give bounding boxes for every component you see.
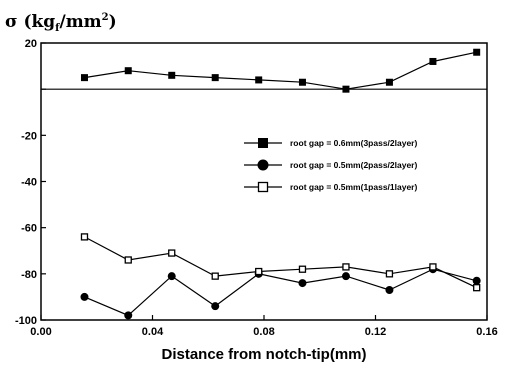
series-3-point: [342, 263, 350, 271]
series-2-point: [211, 302, 220, 311]
series-3-point: [429, 263, 437, 271]
series-2-line: [84, 268, 477, 317]
series-1-point: [255, 76, 263, 84]
series-2: [80, 265, 481, 320]
x-axis-title: Distance from notch-tip(mm): [161, 346, 366, 363]
series-2-point: [341, 272, 350, 281]
legend-marker: [257, 181, 269, 193]
y-tick-label: 20: [25, 38, 37, 50]
x-tick-label: 0.00: [30, 326, 51, 338]
x-tick-label: 0.16: [476, 326, 497, 338]
series-1-line: [84, 51, 477, 90]
series-1-point: [429, 57, 437, 65]
series-3-point: [168, 249, 176, 257]
series-2-point: [298, 279, 307, 288]
legend-item-2: root gap = 0.5mm(2pass/2layer): [244, 159, 417, 171]
y-axis-title: σ (kgf/mm2): [5, 12, 117, 34]
series-1-point: [80, 74, 88, 82]
legend-label: root gap = 0.5mm(2pass/2layer): [290, 160, 417, 170]
legend-item-3: root gap = 0.5mm(1pass/1layer): [244, 181, 417, 193]
series-3-point: [255, 267, 263, 276]
series-2-point: [124, 311, 133, 320]
series-2-point: [472, 276, 481, 285]
y-tick-label: -20: [21, 130, 37, 142]
series-1-point: [473, 48, 481, 56]
x-tick-label: 0.12: [365, 326, 386, 338]
y-tick-label: -40: [21, 177, 37, 189]
series-3-point: [80, 233, 89, 241]
series-2-point: [167, 272, 176, 281]
plot-frame: [40, 42, 488, 321]
series-1-point: [385, 78, 393, 86]
series-3-point: [473, 284, 481, 292]
y-tick-label: -80: [21, 269, 37, 281]
series-layer: [80, 48, 481, 320]
series-3-point: [385, 270, 394, 278]
series-1-point: [211, 74, 219, 82]
series-1-point: [168, 71, 176, 79]
series-2-point: [385, 285, 394, 294]
series-1: [80, 48, 481, 93]
y-tick-label: -100: [15, 315, 37, 327]
series-3-point: [124, 256, 132, 264]
series-2-point: [80, 292, 89, 301]
tick-layer: 0.00 0.04 0.08 0.12 0.16 20 -20 -40 -60 -80 -100: [15, 38, 498, 338]
y-axis-title-close: ): [109, 12, 117, 32]
series-3-line: [84, 236, 477, 289]
y-axis-title-main: σ (kg: [5, 12, 55, 32]
x-tick-label: 0.04: [142, 326, 164, 338]
legend-item-1: root gap = 0.6mm(3pass/2layer): [244, 138, 417, 148]
series-3-point: [298, 265, 307, 273]
legend: root gap = 0.6mm(3pass/2layer) root gap =…: [244, 138, 417, 193]
series-1-point: [342, 85, 350, 93]
legend-marker: [258, 138, 268, 148]
y-axis-title-unit: /mm: [59, 12, 101, 32]
series-3-point: [211, 272, 219, 280]
y-tick-label: -60: [21, 223, 37, 235]
y-axis-title-sub: f: [55, 23, 60, 34]
x-tick-label: 0.08: [253, 326, 274, 338]
legend-label: root gap = 0.6mm(3pass/2layer): [290, 138, 417, 148]
series-1-point: [298, 78, 306, 86]
y-axis-title-sup: 2: [102, 12, 109, 23]
legend-label: root gap = 0.5mm(1pass/1layer): [290, 182, 417, 192]
series-3: [80, 233, 481, 292]
legend-marker: [257, 159, 269, 171]
series-1-point: [124, 67, 132, 75]
